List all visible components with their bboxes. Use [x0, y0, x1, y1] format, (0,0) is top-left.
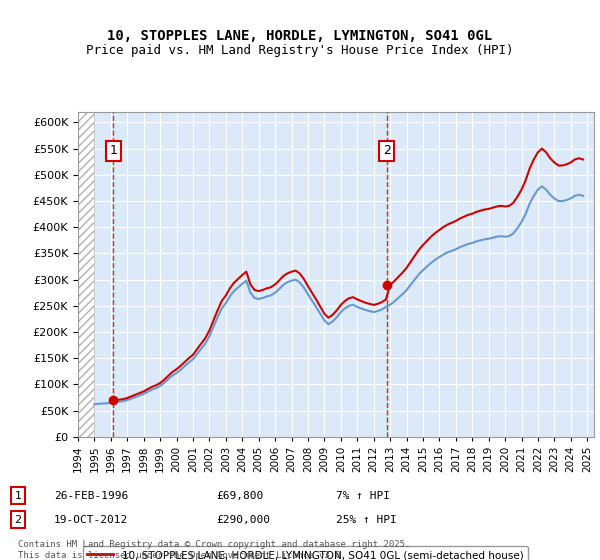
- Text: 1: 1: [109, 144, 117, 157]
- Text: 10, STOPPLES LANE, HORDLE, LYMINGTON, SO41 0GL: 10, STOPPLES LANE, HORDLE, LYMINGTON, SO…: [107, 29, 493, 44]
- Text: Contains HM Land Registry data © Crown copyright and database right 2025.
This d: Contains HM Land Registry data © Crown c…: [18, 540, 410, 559]
- Text: 2: 2: [14, 515, 22, 525]
- Bar: [78, 112, 94, 437]
- Text: 25% ↑ HPI: 25% ↑ HPI: [336, 515, 397, 525]
- Text: 26-FEB-1996: 26-FEB-1996: [54, 491, 128, 501]
- Legend: 10, STOPPLES LANE, HORDLE, LYMINGTON, SO41 0GL (semi-detached house), HPI: Avera: 10, STOPPLES LANE, HORDLE, LYMINGTON, SO…: [83, 546, 527, 560]
- Text: Price paid vs. HM Land Registry's House Price Index (HPI): Price paid vs. HM Land Registry's House …: [86, 44, 514, 57]
- Text: £290,000: £290,000: [216, 515, 270, 525]
- Text: 19-OCT-2012: 19-OCT-2012: [54, 515, 128, 525]
- Bar: [78, 112, 94, 437]
- Text: 7% ↑ HPI: 7% ↑ HPI: [336, 491, 390, 501]
- Text: £69,800: £69,800: [216, 491, 263, 501]
- Text: 1: 1: [14, 491, 22, 501]
- Text: 2: 2: [383, 144, 391, 157]
